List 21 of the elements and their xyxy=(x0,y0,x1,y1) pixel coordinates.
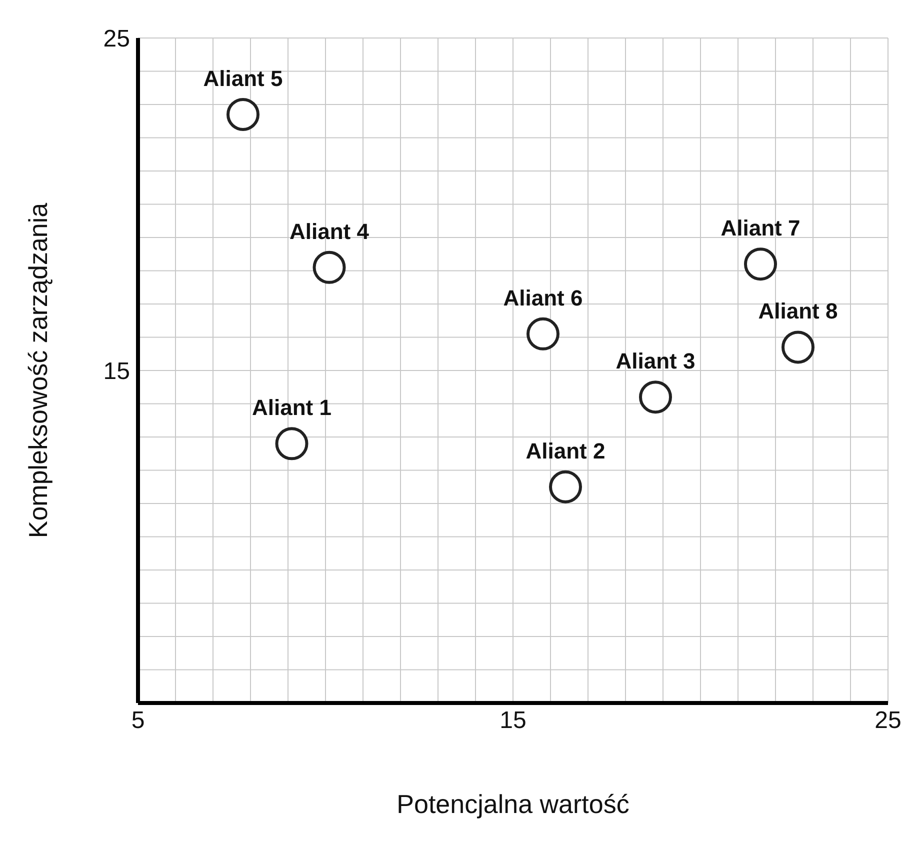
point xyxy=(226,98,260,131)
point xyxy=(275,427,308,460)
x-tick-label: 15 xyxy=(500,707,526,734)
x-tick-label: 25 xyxy=(874,707,902,734)
series-label: Aliant 7 xyxy=(720,216,800,241)
point xyxy=(549,470,582,504)
series-label: Aliant 2 xyxy=(526,438,606,464)
series-label: Aliant 3 xyxy=(616,348,696,374)
series-label: Aliant 6 xyxy=(503,285,583,310)
point xyxy=(312,250,346,284)
y-axis-title: Kompleksowość zarządzania xyxy=(23,202,54,538)
series-label: Aliant 4 xyxy=(290,218,370,244)
series-label: Aliant 5 xyxy=(203,66,283,91)
point xyxy=(782,330,814,364)
point xyxy=(526,317,560,350)
x-tick-label: 5 xyxy=(131,707,145,734)
point xyxy=(744,248,777,281)
point xyxy=(639,380,672,414)
series-label: Aliant 8 xyxy=(758,298,838,324)
series-label: Aliant 1 xyxy=(252,395,332,420)
x-axis-title: Potencjalna wartość xyxy=(396,789,630,819)
